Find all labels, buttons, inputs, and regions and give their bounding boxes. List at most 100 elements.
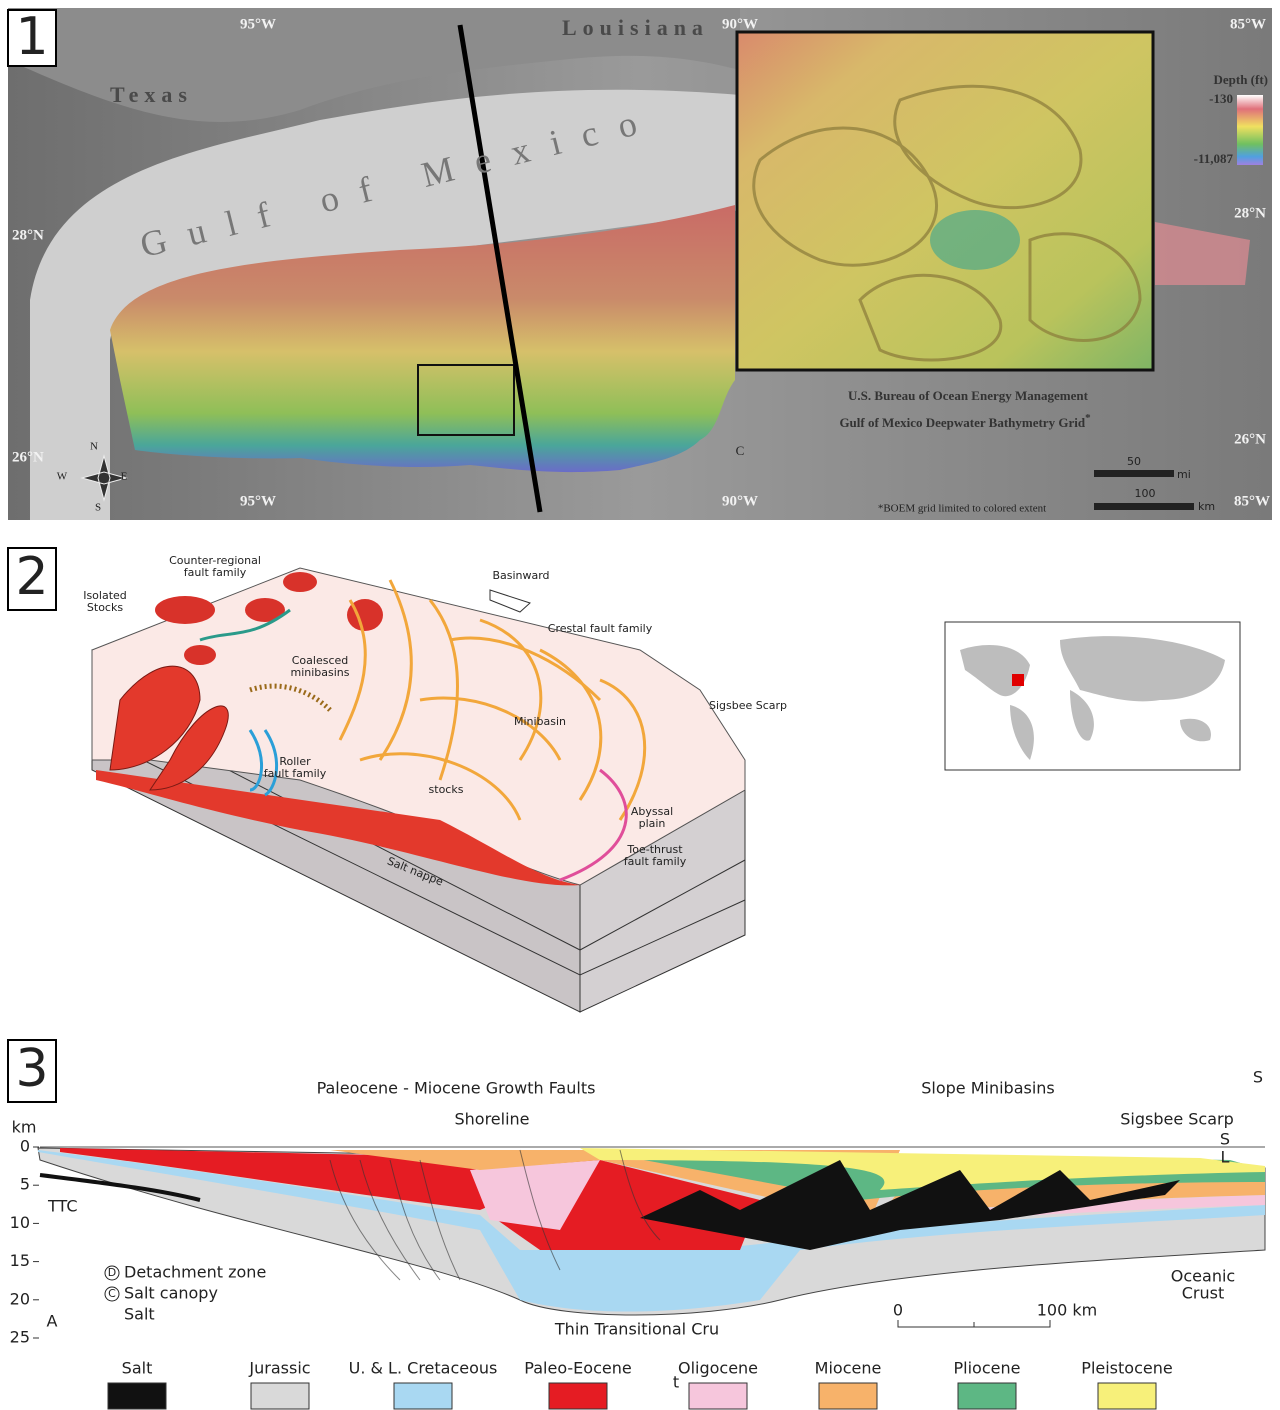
legend-swatch — [957, 1382, 1017, 1410]
shape — [155, 596, 215, 624]
depth-tick-label: 25 — [10, 1328, 30, 1347]
shape — [1155, 222, 1250, 285]
shape — [1094, 470, 1174, 477]
depth-tick-label: 20 — [10, 1289, 30, 1308]
shape — [580, 1148, 1265, 1190]
latitude-label: 28°N — [1234, 205, 1266, 221]
longitude-label: 95°W — [240, 493, 276, 509]
legend-label: -11,087 — [1194, 151, 1234, 166]
key-symbol: C — [108, 1287, 116, 1300]
legend-swatch — [688, 1382, 748, 1410]
diagram-label: Coalesced — [292, 654, 349, 667]
shape — [184, 645, 216, 665]
shape — [248, 729, 279, 797]
credit-subtitle: Gulf of Mexico Deepwater Bathymetry Grid… — [839, 412, 1091, 430]
crust-label: Oceanic — [1171, 1267, 1235, 1286]
key-label: Detachment zone — [124, 1263, 266, 1282]
shape — [470, 1160, 1265, 1230]
shape — [1237, 95, 1263, 165]
diagram-label: Crestal fault family — [548, 622, 653, 635]
latitude-label: 26°N — [1234, 431, 1266, 447]
latitude-label: 28°N — [12, 227, 44, 243]
scale-label: 100 — [1135, 487, 1156, 500]
longitude-label: 90°W — [722, 493, 758, 509]
key-symbol-ring — [104, 1265, 120, 1281]
longitude-label: 85°W — [1234, 493, 1270, 509]
crust-label: Crust — [1182, 1284, 1225, 1303]
depth-tick-label: 15 — [10, 1251, 30, 1270]
shape — [359, 636, 602, 821]
key-label: Salt — [124, 1305, 155, 1324]
shape — [338, 579, 459, 781]
place-label: Louisiana — [562, 15, 709, 40]
legend-swatch — [250, 1382, 310, 1410]
key-symbol: D — [108, 1266, 116, 1279]
legend-swatch — [818, 1382, 878, 1410]
legend-swatch — [548, 1382, 608, 1410]
shape — [7, 547, 57, 611]
crust-label: Thin Transitional Cru — [554, 1320, 719, 1339]
shape — [930, 210, 1020, 270]
shape — [559, 768, 628, 882]
shape — [858, 273, 1003, 362]
bathymetry-map — [7, 8, 1272, 520]
diagram-label: Isolated — [83, 589, 127, 602]
diagram-label: Sigsbee Scarp — [709, 699, 787, 712]
shape — [489, 589, 531, 613]
shape — [110, 205, 735, 473]
shape — [80, 454, 128, 502]
legend-swatch — [393, 1382, 453, 1410]
shape — [38, 1150, 1265, 1312]
legend-label: Oligocene — [678, 1359, 758, 1378]
shape — [1028, 232, 1142, 342]
longitude-label: 85°W — [1230, 16, 1266, 32]
legend-swatch — [1097, 1382, 1157, 1410]
compass-label: N — [90, 441, 98, 453]
group — [338, 579, 647, 821]
credit-title: U.S. Bureau of Ocean Energy Management — [848, 388, 1089, 403]
legend-label: U. & L. Cretaceous — [349, 1359, 498, 1378]
ttc-label: TTC — [47, 1197, 78, 1216]
inset-marker: C — [736, 443, 745, 458]
side-label: S — [1220, 1130, 1230, 1149]
diagram-label: stocks — [429, 783, 464, 796]
scale-unit: mi — [1177, 468, 1191, 481]
latitude-label: 26°N — [12, 449, 44, 465]
diagram-label: Abyssal — [631, 805, 673, 818]
axis-title: km — [12, 1118, 37, 1137]
shape — [893, 84, 1083, 210]
diagram-label: Counter-regional — [169, 554, 261, 567]
scale-label: 50 — [1127, 455, 1141, 468]
depth-tick-label: 10 — [10, 1213, 30, 1232]
shape — [1012, 674, 1024, 686]
shape — [752, 126, 938, 267]
shape — [897, 1320, 1051, 1328]
shape — [39, 1173, 201, 1202]
shape — [735, 30, 1155, 372]
diagram-label: fault family — [184, 566, 247, 579]
shape — [245, 598, 285, 622]
section-header: Paleocene - Miocene Growth Faults — [317, 1079, 596, 1098]
shape — [109, 665, 229, 791]
legend-label: Jurassic — [248, 1359, 310, 1378]
diagram-label: plain — [639, 817, 666, 830]
shoreline-label: Shoreline — [454, 1110, 529, 1129]
compass-label: S — [95, 502, 101, 514]
panel-number: 3 — [15, 1039, 48, 1099]
shape — [283, 572, 317, 592]
diagram-label: Roller — [279, 755, 311, 768]
compass-label: W — [57, 471, 68, 483]
group — [752, 84, 1142, 362]
corner-label: A — [47, 1312, 58, 1331]
legend-label: Pleistocene — [1081, 1359, 1172, 1378]
shape — [7, 9, 57, 67]
shape — [960, 636, 1225, 760]
group — [329, 1149, 661, 1281]
legend-label: Salt — [122, 1359, 153, 1378]
shape — [479, 618, 647, 821]
diagram-label: Minibasin — [514, 715, 566, 728]
diagram-label: Toe-thrust — [626, 843, 683, 856]
legend-title: Depth (ft) — [1213, 72, 1268, 87]
scale-unit: km — [1198, 500, 1215, 513]
section-header: Slope Minibasins — [921, 1079, 1055, 1098]
